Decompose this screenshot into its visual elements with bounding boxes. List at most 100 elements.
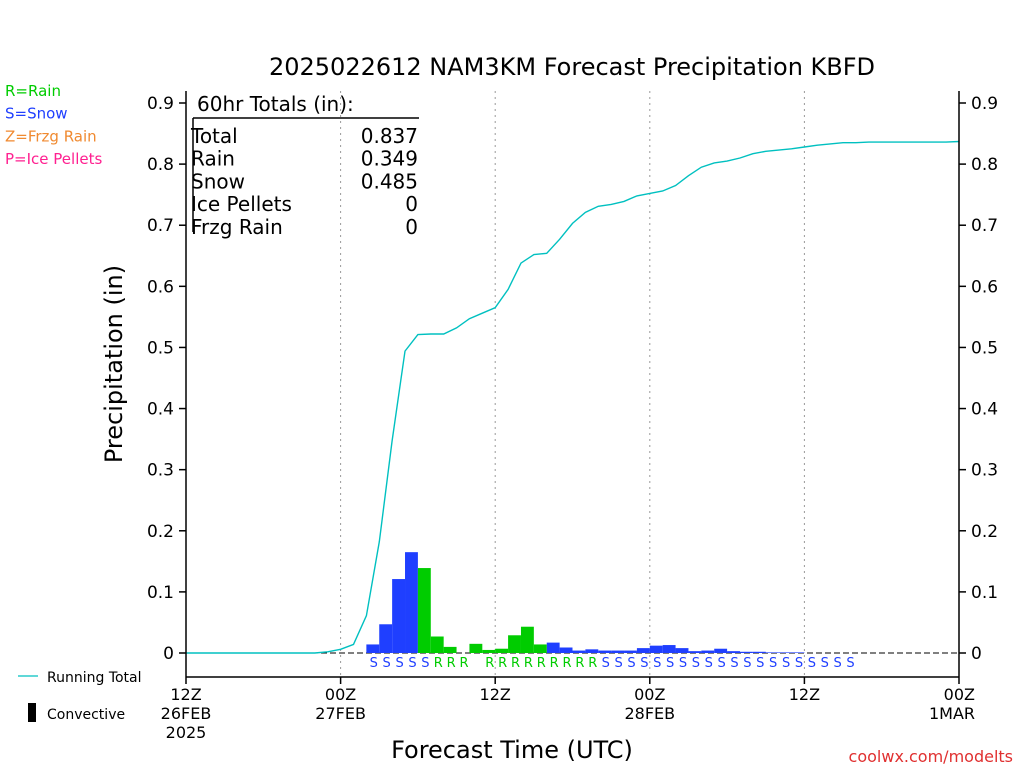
precip-type-letter: S [421, 656, 429, 671]
snow-bar [546, 642, 560, 653]
snow-bar [611, 650, 625, 653]
y-tick-label-right: 0.9 [971, 94, 998, 114]
y-tick-label-left: 0 [163, 644, 174, 664]
precip-type-letter: S [370, 656, 378, 671]
y-tick-label-left: 0.3 [147, 461, 174, 481]
snow-bar [585, 649, 599, 653]
snow-bar [727, 651, 740, 653]
snow-bar [559, 647, 573, 653]
totals-row-value: 0.349 [361, 147, 418, 171]
snow-bar [701, 650, 715, 653]
type-legend-item: P=Ice Pellets [5, 150, 102, 168]
snow-bar [739, 651, 753, 653]
precip-type-letter: S [821, 656, 829, 671]
rain-bar [469, 643, 483, 653]
snow-bar [598, 650, 612, 653]
convective-legend-label: Convective [47, 707, 125, 723]
y-tick-label-right: 0.4 [971, 400, 998, 420]
x-tick-label: 26FEB [161, 704, 212, 723]
x-tick-label: 12Z [789, 685, 820, 704]
totals-header: 60hr Totals (in): [197, 92, 354, 116]
precip-type-letter: S [395, 656, 403, 671]
y-tick-label-left: 0.7 [147, 216, 174, 236]
rain-bar [482, 649, 496, 653]
snow-bar [649, 645, 663, 653]
y-tick-label-left: 0.6 [147, 277, 174, 297]
axes: 0 00.1 0.10.2 0.20.3 0.30.4 0.40.5 0.50.6 0.60.… [147, 91, 998, 742]
totals-row-value: 0 [405, 215, 418, 239]
convective-legend-swatch [28, 703, 36, 722]
precip-type-letter: R [447, 656, 456, 671]
rain-bar [417, 568, 431, 653]
running-total-legend-label: Running Total [47, 670, 142, 686]
precip-type-letter: S [846, 656, 854, 671]
precip-type-letter: R [550, 656, 559, 671]
running-total-series [186, 140, 960, 654]
type-legend-item: S=Snow [5, 105, 68, 123]
snow-bar [688, 651, 702, 653]
precip-type-letter: S [640, 656, 648, 671]
precip-type-letter: S [383, 656, 391, 671]
y-tick-label-left: 0.1 [147, 583, 174, 603]
precip-type-letter: S [743, 656, 751, 671]
snow-bar [675, 648, 689, 653]
precip-type-letter: S [666, 656, 674, 671]
snow-bar [624, 650, 637, 653]
precip-type-letter: S [833, 656, 841, 671]
precip-type-letter: S [679, 656, 687, 671]
snow-bar [714, 648, 728, 653]
y-tick-label-right: 0.7 [971, 216, 998, 236]
precip-type-letter: S [782, 656, 790, 671]
type-legend-item: R=Rain [5, 82, 61, 100]
running-total-line [186, 140, 960, 654]
precip-type-letter: S [602, 656, 610, 671]
x-tick-label: 12Z [480, 685, 511, 704]
precip-type-letter: S [627, 656, 635, 671]
precip-type-letter: R [434, 656, 443, 671]
x-tick-label: 2025 [166, 723, 207, 742]
x-tick-label: 00Z [634, 685, 665, 704]
precip-type-letter: S [705, 656, 713, 671]
y-axis-label: Precipitation (in) [100, 265, 128, 463]
totals-row-label: Frzg Rain [191, 215, 283, 239]
totals-row-label: Total [190, 124, 238, 148]
rain-bar [430, 636, 444, 653]
snow-bar [791, 652, 805, 653]
snow-bar [572, 650, 586, 653]
x-tick-label: 00Z [325, 685, 356, 704]
snow-bar [778, 652, 792, 653]
precip-type-letter: R [563, 656, 572, 671]
x-tick-label: 1MAR [929, 704, 975, 723]
rain-bar [533, 644, 547, 653]
snow-bar [366, 644, 380, 653]
y-tick-label-left: 0.8 [147, 155, 174, 175]
y-tick-label-right: 0.6 [971, 277, 998, 297]
precip-type-letter: S [769, 656, 777, 671]
totals-row-value: 0.837 [361, 124, 418, 148]
snow-bar [392, 579, 406, 653]
precip-type-letter: S [795, 656, 803, 671]
bottom-legend: Running Total Convective [18, 670, 142, 723]
type-legend: R=Rain S=Snow Z=Frzg Rain P=Ice Pellets [5, 82, 102, 168]
y-tick-label-left: 0.9 [147, 94, 174, 114]
x-tick-label: 12Z [170, 685, 201, 704]
rain-bar [495, 648, 509, 653]
y-tick-label-right: 0.5 [971, 338, 998, 358]
precip-type-letter: R [588, 656, 597, 671]
x-axis-label: Forecast Time (UTC) [391, 736, 633, 764]
rain-bar [520, 626, 534, 653]
precip-type-letter: R [459, 656, 468, 671]
precip-type-letter: S [614, 656, 622, 671]
y-tick-label-right: 0.8 [971, 155, 998, 175]
y-tick-label-left: 0.2 [147, 522, 174, 542]
bar-series [366, 552, 805, 653]
x-tick-label: 27FEB [315, 704, 366, 723]
precip-type-letter: R [537, 656, 546, 671]
precip-type-letter: R [511, 656, 520, 671]
precip-type-letter: R [575, 656, 584, 671]
x-tick-label: 28FEB [624, 704, 675, 723]
y-tick-label-right: 0.3 [971, 461, 998, 481]
y-tick-label-right: 0.1 [971, 583, 998, 603]
totals-row-label: Ice Pellets [191, 192, 292, 216]
